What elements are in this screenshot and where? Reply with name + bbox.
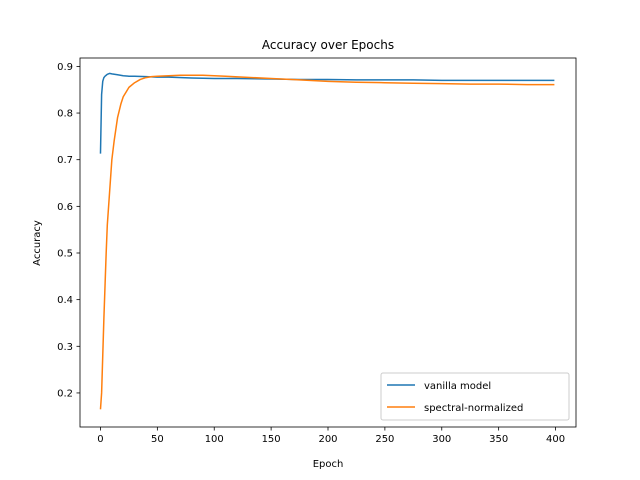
- x-tick-label-1: 50: [151, 434, 164, 445]
- x-tick-label-6: 300: [432, 434, 451, 445]
- y-tick-label-7: 0.9: [57, 62, 73, 73]
- chart-title: Accuracy over Epochs: [262, 38, 394, 52]
- plot-area: 0 50 100 150 200 250 300 350 400 0.2 0.3 0.4 0.5 0.6 0…: [57, 57, 577, 445]
- y-tick-label-5: 0.7: [57, 155, 73, 166]
- legend: vanilla model spectral-normalized: [380, 372, 570, 421]
- y-tick-label-0: 0.2: [57, 388, 73, 399]
- y-tick-label-1: 0.3: [57, 342, 73, 353]
- legend-box: [380, 372, 570, 421]
- x-tick-label-8: 400: [546, 434, 565, 445]
- y-tick-label-4: 0.6: [57, 202, 73, 213]
- series-line-0: [99, 72, 555, 154]
- legend-label-0: vanilla model: [424, 381, 491, 392]
- x-axis-label: Epoch: [313, 459, 344, 470]
- x-tick-label-2: 100: [205, 434, 224, 445]
- y-axis-label: Accuracy: [32, 220, 43, 266]
- x-tick-label-5: 250: [375, 434, 394, 445]
- y-tick-label-3: 0.5: [57, 248, 73, 259]
- x-tick-label-3: 150: [262, 434, 281, 445]
- x-tick-label-0: 0: [97, 434, 103, 445]
- legend-label-1: spectral-normalized: [424, 403, 523, 414]
- y-tick-label-2: 0.4: [57, 295, 73, 306]
- series-line-1: [99, 74, 555, 410]
- x-tick-label-4: 200: [318, 434, 337, 445]
- x-tick-label-7: 350: [489, 434, 508, 445]
- y-tick-label-6: 0.8: [57, 109, 73, 120]
